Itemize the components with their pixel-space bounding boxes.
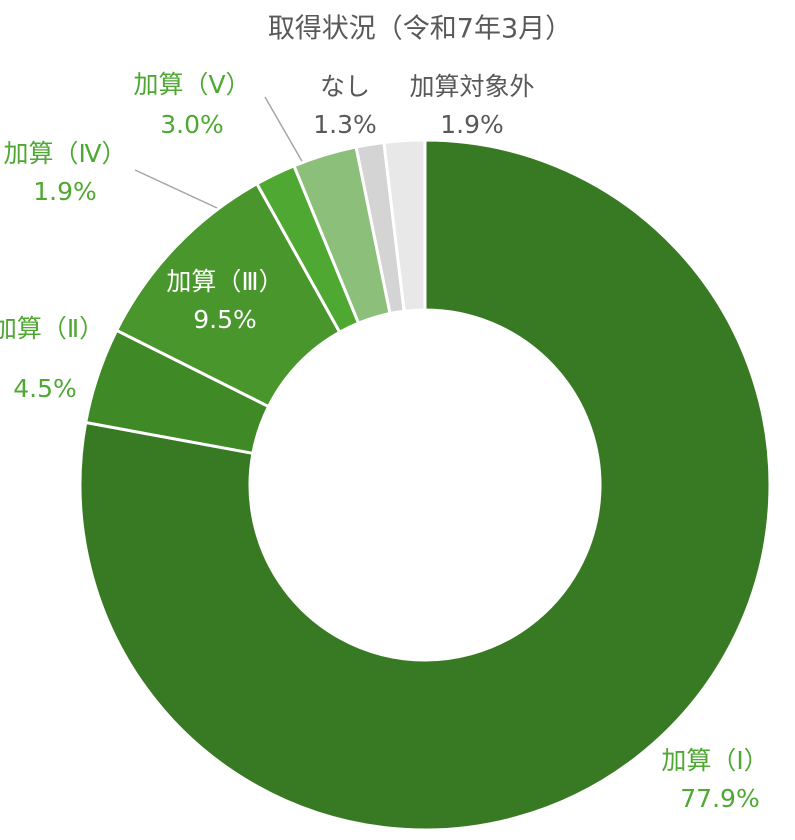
slice-label: 加算（Ⅱ） xyxy=(0,314,104,343)
value-label: 1.9% xyxy=(440,110,504,139)
value-label: 1.9% xyxy=(33,177,97,206)
slice-label: 加算（Ⅳ） xyxy=(3,139,126,168)
value-label: 77.9% xyxy=(680,784,759,813)
slice-label: なし xyxy=(320,72,370,101)
donut-slice xyxy=(382,138,427,313)
chart-title: 取得状況（令和7年3月） xyxy=(268,14,572,45)
slice-label: 加算対象外 xyxy=(409,72,534,101)
value-label: 3.0% xyxy=(160,110,224,139)
value-label: 4.5% xyxy=(13,374,77,403)
value-label: 9.5% xyxy=(193,305,257,334)
value-label: 1.3% xyxy=(313,110,377,139)
donut-slice xyxy=(78,138,772,832)
slice-label: 加算（Ⅴ） xyxy=(133,70,250,99)
slice-label: 加算（Ⅰ） xyxy=(661,746,768,775)
slice-label: 加算（Ⅲ） xyxy=(166,267,283,296)
